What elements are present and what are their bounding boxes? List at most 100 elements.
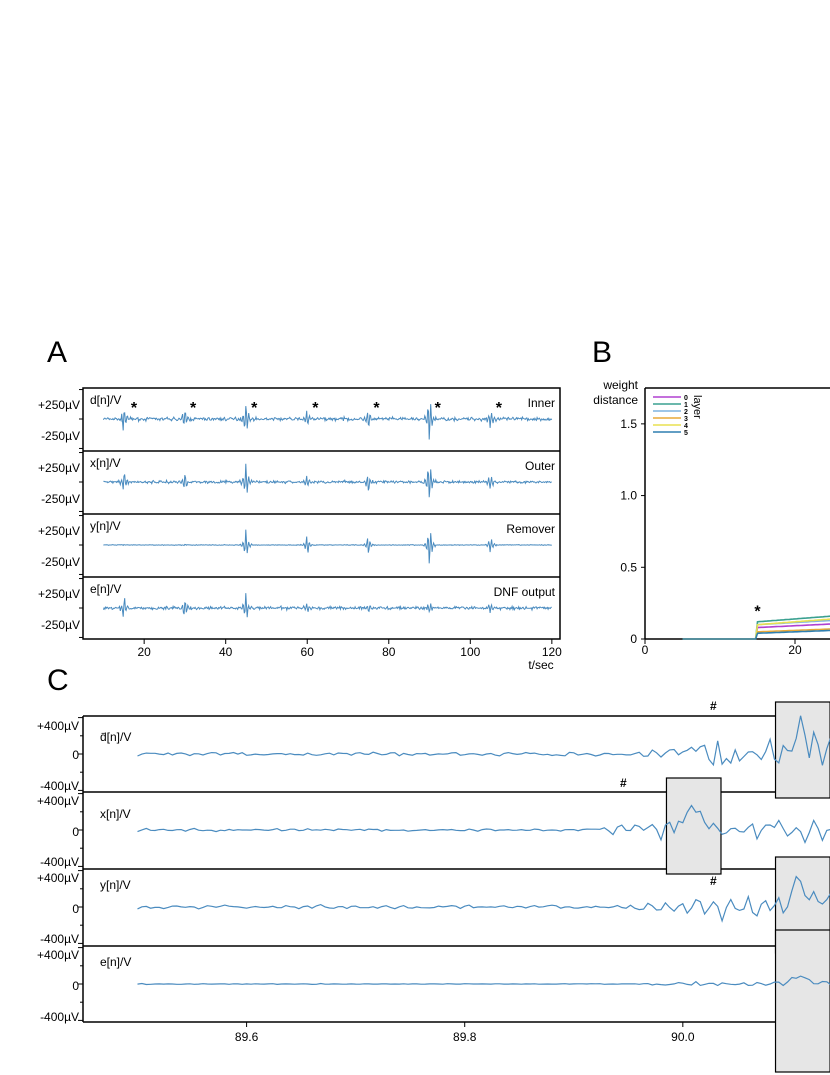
panel-a-star-marker: * [190,400,197,417]
panel-a-star-marker: * [435,400,442,417]
panel-a-x-tick-label: 120 [542,645,562,659]
panel-b-x-tick-label: 20 [788,643,802,657]
panel-a-ytick: +250µV [38,524,80,538]
panel-a-star-marker: * [373,400,380,417]
panel-a-signal-label: y[n]/V [90,519,121,533]
panel-b-ticks: 00.51.01.502040 [620,417,802,657]
panel-b-legend-label: 4 [684,423,688,430]
panel-b-y-tick-label: 0.5 [620,560,637,574]
panel-b-legend-label: 3 [684,416,688,423]
panel-c-trace [137,875,830,923]
panel-a-signal-label: x[n]/V [90,456,121,470]
panel-a-tick-marks [79,389,83,638]
panel-a-star-marker: * [312,400,319,417]
panel-a-ytick: +250µV [38,461,80,475]
panel-c-ytick: +400µV [37,794,79,808]
panel-c-traces [137,715,830,987]
panel-b-lines [682,615,830,640]
panel-a-x-axis: 20 40 60 80 100 120 [137,639,562,659]
panel-c-highlight-box [774,701,830,799]
panel-b-x-tick-label: 0 [642,643,649,657]
panel-a-row-tag: DNF output [494,585,556,599]
panel-c-highlight-box [774,929,830,1073]
panel-c-ytick: -400µV [40,779,79,793]
panel-a-x-tick-label: 80 [382,645,396,659]
panel-b-legend-label: 0 [684,395,688,402]
panel-a-row-tag: Outer [525,459,555,473]
panel-a-ytick: +250µV [38,398,80,412]
panel-a-star-marker: * [496,400,503,417]
panel-c: d̄[n]/V x[n]/V y[n]/V e[n]/V +400µV 0 -4… [37,699,830,1073]
panel-c-ticks: 89.689.890.090.2 [78,717,695,1044]
panel-c-ytick: +400µV [37,719,79,733]
panel-c-ytick: 0 [72,979,79,993]
panel-c-ytick: -400µV [40,855,79,869]
panel-a: d[n]/V x[n]/V y[n]/V e[n]/V Inner Outer … [38,387,562,672]
panel-a-ytick: -250µV [41,492,80,506]
panel-c-x-tick-label: 90.0 [671,1030,695,1044]
panel-b-line [682,623,830,640]
panel-a-trace [102,404,553,440]
panel-a-trace [103,463,552,498]
panel-b-legend-title: layer [691,395,703,419]
panel-c-highlight-box [665,777,722,875]
panel-c-ytick: -400µV [40,1010,79,1024]
panel-c-ytick: -400µV [40,932,79,946]
panel-c-hash-marks: # # # [620,699,717,888]
panel-c-signal-label: y[n]/V [100,878,131,892]
panel-a-row-tag: Remover [506,522,555,536]
panel-c-highlight-boxes [665,701,830,1073]
panel-a-row-tag: Inner [528,396,555,410]
panel-c-ytick: +400µV [37,948,79,962]
panel-c-x-tick-label: 89.6 [235,1030,259,1044]
panel-c-signal-label: e[n]/V [100,955,131,969]
panel-a-signal-label: e[n]/V [90,582,121,596]
panel-a-ytick: +250µV [38,587,80,601]
panel-c-hash-mark: # [710,874,717,888]
panel-b-y-tick-label: 1.5 [620,417,637,431]
panel-b-line [682,629,830,640]
panel-a-trace [102,593,552,618]
panel-b-label: B [592,336,612,369]
panel-c-hash-mark: # [620,776,627,790]
panel-b-ylabel: distance [593,393,638,407]
panel-a-traces [102,404,553,618]
panel-a-x-tick-label: 60 [301,645,315,659]
panel-a-star-marker: * [131,400,138,417]
panel-c-ytick: 0 [72,902,79,916]
panel-a-star-marker: * [251,400,258,417]
panel-b-legend-label: 1 [684,402,688,409]
panel-c-trace [137,804,830,845]
panel-b-y-tick-label: 0 [630,632,637,646]
panel-b-legend-label: 5 [684,430,688,437]
panel-b-y-tick-label: 1.0 [620,489,637,503]
panel-c-label: C [47,664,69,697]
panel-b-star-marker: * [754,604,761,621]
panel-c-ytick: 0 [72,748,79,762]
panel-a-signal-label: d[n]/V [90,393,121,407]
panel-a-x-tick-label: 40 [219,645,233,659]
panel-c-hash-mark: # [710,699,717,713]
panel-a-ytick: -250µV [41,429,80,443]
panel-a-x-tick-label: 100 [460,645,480,659]
panel-b-ylabel: weight [602,378,638,392]
panel-b-stars: *** [754,604,761,621]
panel-c-x-tick-label: 89.8 [453,1030,477,1044]
panel-c-ytick: 0 [72,825,79,839]
panel-c-signal-label: x[n]/V [100,807,131,821]
panel-c-signal-label: d̄[n]/V [100,730,131,744]
panel-a-x-tick-label: 20 [137,645,151,659]
panel-a-stars: * * * * * * * [131,400,503,417]
panel-a-ytick: -250µV [41,555,80,569]
panel-c-trace [137,715,830,767]
panel-b-line [682,618,830,640]
panel-a-ytick: -250µV [41,618,80,632]
panel-a-label: A [47,336,67,369]
panel-b-legend-label: 2 [684,409,688,416]
panel-c-ytick: +400µV [37,871,79,885]
panel-c-trace [137,975,830,987]
panel-a-trace [103,529,552,564]
